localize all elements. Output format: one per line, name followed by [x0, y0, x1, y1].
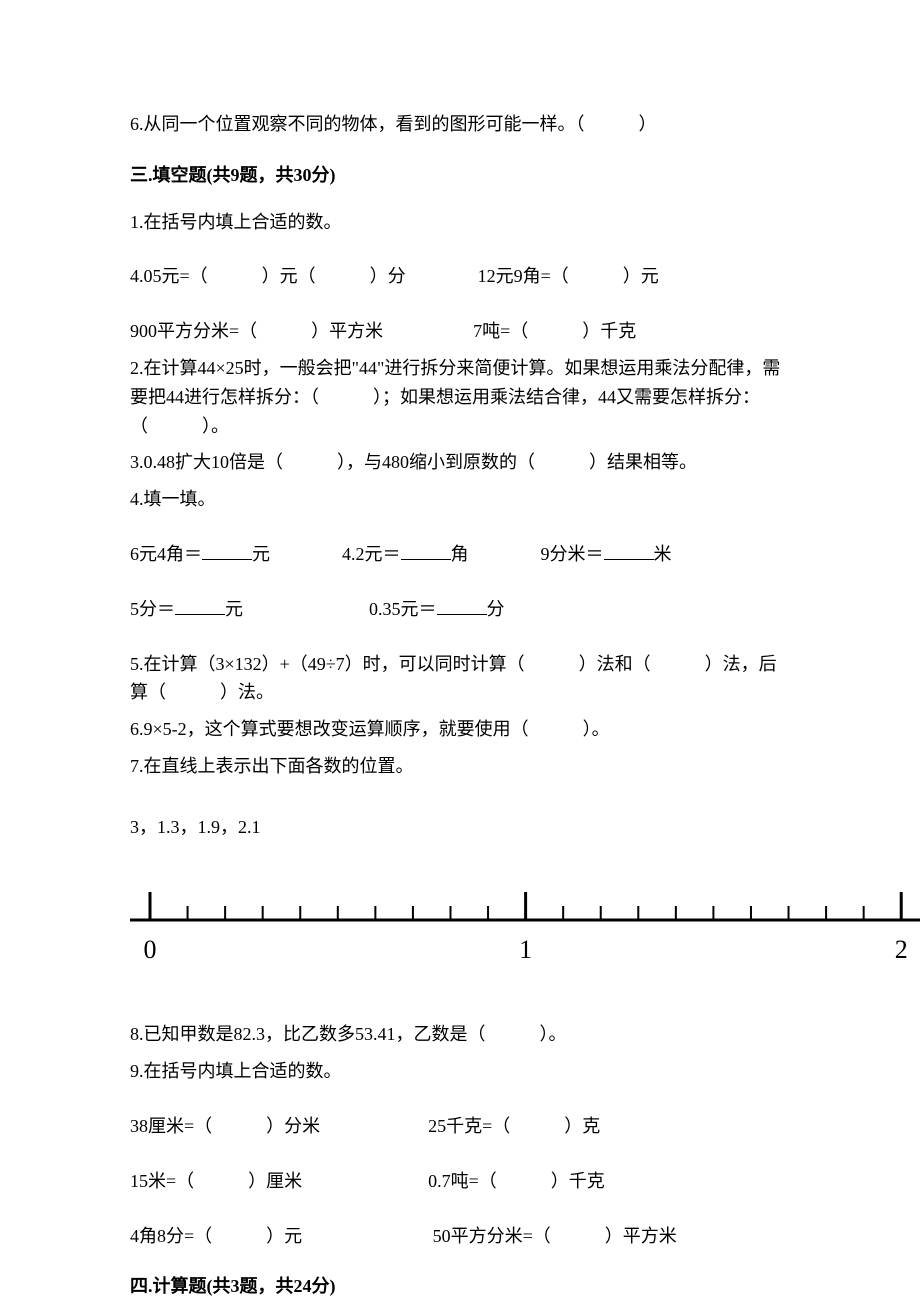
q-iii-4-row1-d: 米 [654, 544, 672, 564]
svg-text:1: 1 [519, 935, 532, 964]
section-iv-header: 四.计算题(共3题，共24分) [130, 1272, 790, 1301]
question-ii-6: 6.从同一个位置观察不同的物体，看到的图形可能一样。（ ） [130, 110, 790, 139]
blank-fill[interactable] [401, 542, 451, 560]
question-iii-4: 4.填一填。 [130, 485, 790, 514]
question-iii-7: 7.在直线上表示出下面各数的位置。 [130, 752, 790, 781]
blank-fill[interactable] [202, 542, 252, 560]
section-iii-header: 三.填空题(共9题，共30分) [130, 161, 790, 190]
question-iii-4-row2: 5分＝ 元 0.35元＝ 分 [130, 595, 790, 624]
question-iii-4-row1: 6元4角＝ 元 4.2元＝ 角 9分米＝ 米 [130, 540, 790, 569]
q-iii-4-row1-a: 6元4角＝ [130, 544, 202, 564]
question-iii-9-row3: 4角8分=（ ）元 50平方分米=（ ）平方米 [130, 1222, 790, 1251]
blank-fill[interactable] [175, 597, 225, 615]
question-iii-9-row2: 15米=（ ）厘米 0.7吨=（ ）千克 [130, 1167, 790, 1196]
question-iii-9-row1: 38厘米=（ ）分米 25千克=（ ）克 [130, 1112, 790, 1141]
blank-fill[interactable] [604, 542, 654, 560]
question-iii-3: 3.0.48扩大10倍是（ ），与480缩小到原数的（ ）结果相等。 [130, 448, 790, 477]
q-iii-4-row2-c: 分 [487, 599, 505, 619]
question-iii-5: 5.在计算（3×132）+（49÷7）时，可以同时计算（ ）法和（ ）法，后算（… [130, 650, 790, 708]
q-iii-4-row1-b: 元 4.2元＝ [252, 544, 401, 564]
q-iii-4-row2-a: 5分＝ [130, 599, 175, 619]
svg-text:0: 0 [144, 935, 157, 964]
svg-text:2: 2 [895, 935, 908, 964]
blank-fill[interactable] [437, 597, 487, 615]
question-iii-8: 8.已知甲数是82.3，比乙数多53.41，乙数是（ ）。 [130, 1020, 790, 1049]
question-iii-6: 6.9×5-2，这个算式要想改变运算顺序，就要使用（ ）。 [130, 715, 790, 744]
q-iii-4-row1-c: 角 9分米＝ [451, 544, 604, 564]
question-iii-2: 2.在计算44×25时，一般会把"44"进行拆分来简便计算。如果想运用乘法分配律… [130, 354, 790, 440]
question-iii-1: 1.在括号内填上合适的数。 [130, 208, 790, 237]
number-line: 012 [130, 882, 790, 981]
question-iii-1-row2: 900平方分米=（ ）平方米 7吨=（ ）千克 [130, 317, 790, 346]
question-iii-9: 9.在括号内填上合适的数。 [130, 1057, 790, 1086]
q-iii-4-row2-b: 元 0.35元＝ [225, 599, 437, 619]
question-iii-1-row1: 4.05元=（ ）元（ ）分 12元9角=（ ）元 [130, 262, 790, 291]
question-iii-7-numbers: 3，1.3，1.9，2.1 [130, 813, 790, 842]
